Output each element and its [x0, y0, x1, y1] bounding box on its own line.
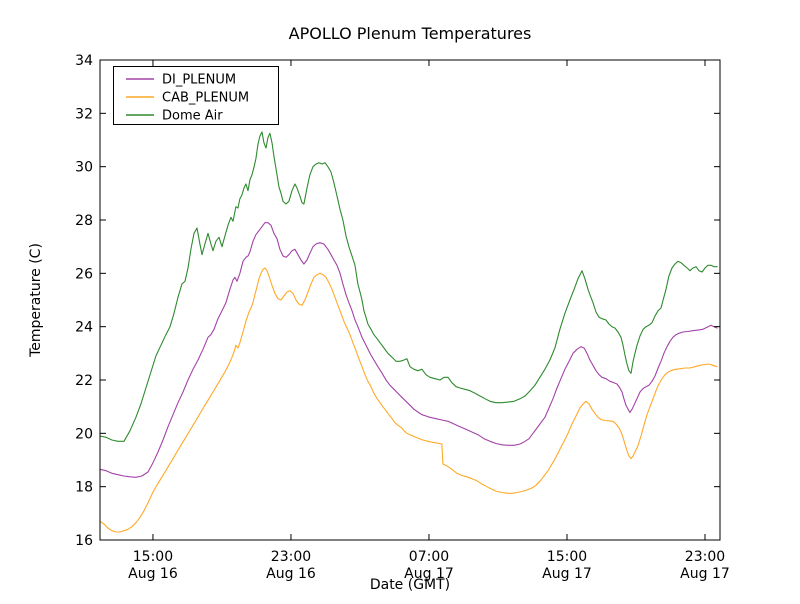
- legend: DI_PLENUM CAB_PLENUM Dome Air: [113, 66, 279, 125]
- y-tick-label: 34: [75, 53, 93, 69]
- x-tick-label-date: Aug 16: [266, 566, 316, 582]
- y-tick-label: 26: [75, 266, 93, 282]
- x-tick-label-date: Aug 17: [542, 566, 592, 582]
- x-tick-label-time: 23:00: [685, 549, 725, 565]
- y-tick-label: 18: [75, 480, 93, 496]
- y-tick-label: 22: [75, 373, 93, 389]
- x-tick-label-date: Aug 17: [680, 566, 730, 582]
- x-tick-label-time: 23:00: [271, 549, 311, 565]
- x-tick-label-time: 07:00: [409, 549, 449, 565]
- x-tick-label-date: Aug 17: [404, 566, 454, 582]
- y-tick-label: 32: [75, 106, 93, 122]
- legend-label: DI_PLENUM: [162, 73, 236, 88]
- x-tick-label-time: 15:00: [547, 549, 587, 565]
- y-tick-label: 16: [75, 533, 93, 549]
- y-tick-label: 20: [75, 426, 93, 442]
- legend-label: CAB_PLENUM: [162, 91, 249, 106]
- series-line-dome-air: [99, 131, 718, 442]
- series-line-cab-plenum: [99, 267, 718, 533]
- y-tick-label: 24: [75, 320, 93, 336]
- x-tick-label-date: Aug 16: [128, 566, 178, 582]
- x-tick-label-time: 15:00: [133, 549, 173, 565]
- series-line-di-plenum: [99, 222, 718, 478]
- y-tick-label: 28: [75, 213, 93, 229]
- plot-frame: [99, 59, 721, 541]
- plot-series: [99, 131, 718, 533]
- y-axis-label: Temperature (C): [28, 243, 44, 358]
- x-axis-label: Date (GMT): [370, 577, 450, 593]
- y-tick-label: 30: [75, 160, 93, 176]
- chart-title: APOLLO Plenum Temperatures: [289, 24, 532, 43]
- legend-label: Dome Air: [162, 109, 223, 124]
